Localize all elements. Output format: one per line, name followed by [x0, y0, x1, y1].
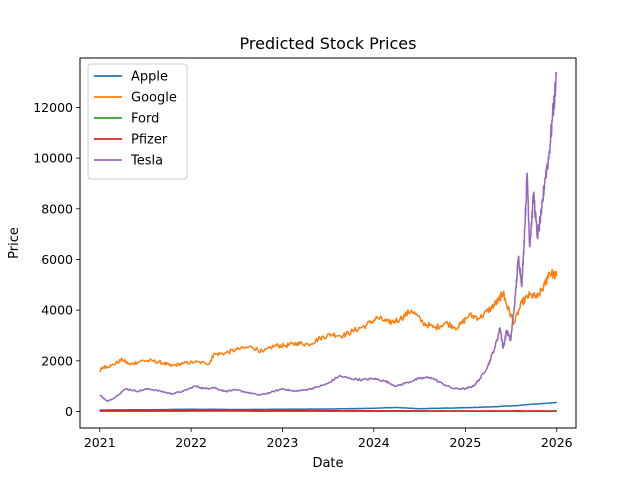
- series-line-google: [99, 268, 558, 373]
- x-tick-label: 2026: [541, 435, 573, 450]
- y-tick-label: 8000: [41, 201, 73, 216]
- x-tick-label: 2024: [358, 435, 390, 450]
- x-tick-label: 2023: [267, 435, 299, 450]
- y-tick-label: 2000: [41, 353, 73, 368]
- plot-area: [99, 71, 558, 413]
- chart-title: Predicted Stock Prices: [240, 34, 417, 53]
- series-line-apple: [99, 401, 557, 411]
- x-tick-label: 2025: [449, 435, 481, 450]
- legend-label-google: Google: [131, 91, 177, 106]
- series-line-pfizer: [99, 409, 557, 412]
- y-axis-title: Price: [7, 227, 22, 259]
- x-axis: 2021 2022 2023 2024 2025 2026: [84, 428, 573, 450]
- y-tick-label: 0: [65, 404, 73, 419]
- plot-frame: [79, 57, 577, 429]
- y-tick-label: 10000: [33, 151, 73, 166]
- legend-label-apple: Apple: [131, 70, 168, 85]
- legend-label-pfizer: Pfizer: [131, 133, 168, 148]
- y-tick-label: 4000: [41, 303, 73, 318]
- x-tick-label: 2021: [84, 435, 116, 450]
- legend: Apple Google Ford Pfizer Tesla: [87, 63, 188, 180]
- legend-label-ford: Ford: [131, 112, 159, 127]
- y-tick-label: 12000: [33, 100, 73, 115]
- legend-label-tesla: Tesla: [130, 154, 163, 169]
- x-axis-title: Date: [312, 456, 343, 471]
- x-tick-label: 2022: [175, 435, 207, 450]
- series-line-tesla: [99, 71, 558, 403]
- legend-box: [87, 63, 188, 180]
- y-axis: 0 2000 4000 6000 8000 10000 12000: [33, 100, 80, 419]
- y-tick-label: 6000: [41, 252, 73, 267]
